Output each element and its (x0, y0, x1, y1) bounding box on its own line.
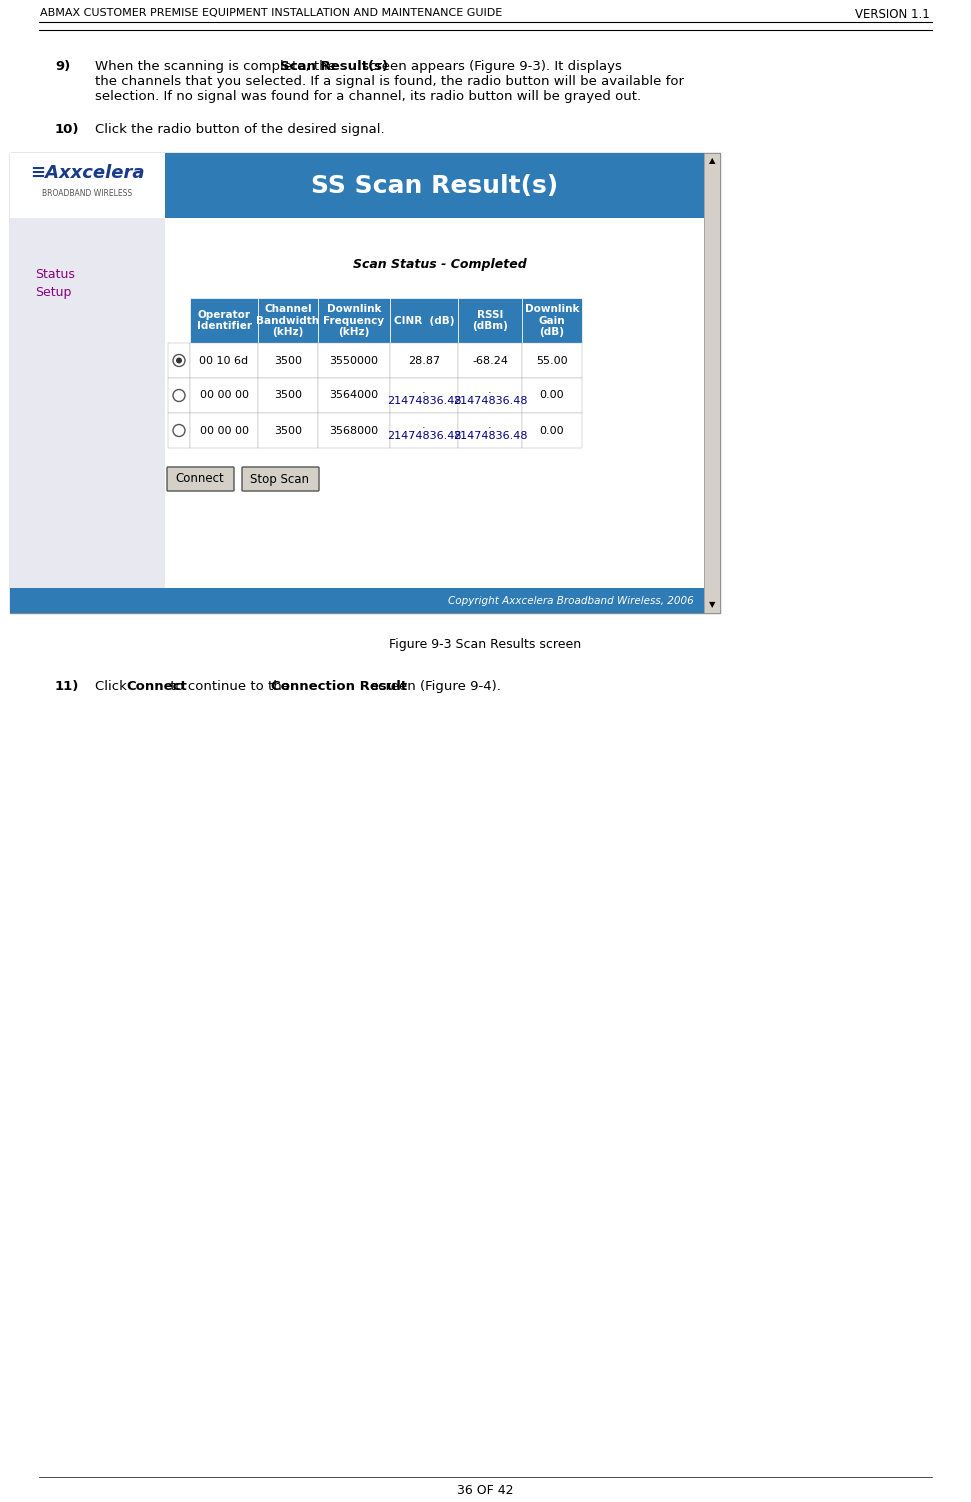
Text: VERSION 1.1: VERSION 1.1 (855, 8, 930, 21)
Bar (168, 413, 190, 448)
Text: Figure 9-3 Scan Results screen: Figure 9-3 Scan Results screen (389, 638, 582, 650)
Text: 00 00 00: 00 00 00 (199, 391, 249, 401)
Text: 00 00 00: 00 00 00 (199, 425, 249, 436)
Text: When the scanning is complete, the: When the scanning is complete, the (95, 60, 340, 74)
Text: .
21474836.48: . 21474836.48 (386, 385, 461, 406)
Circle shape (173, 354, 185, 366)
Text: 10): 10) (55, 123, 80, 137)
FancyBboxPatch shape (167, 467, 234, 491)
Text: 55.00: 55.00 (536, 356, 568, 365)
Text: Click: Click (95, 680, 131, 692)
Text: Scan Status - Completed: Scan Status - Completed (352, 258, 526, 270)
Text: -68.24: -68.24 (472, 356, 508, 365)
Bar (258, 297, 318, 342)
Text: ▼: ▼ (709, 601, 716, 610)
Text: 3564000: 3564000 (329, 391, 379, 401)
Text: 3568000: 3568000 (329, 425, 379, 436)
Text: SS Scan Result(s): SS Scan Result(s) (311, 174, 558, 197)
Text: ≡Axxcelera: ≡Axxcelera (30, 164, 145, 182)
Text: .
21474836.48: . 21474836.48 (386, 421, 461, 442)
Circle shape (176, 357, 182, 363)
Text: 3500: 3500 (274, 391, 302, 401)
Text: 00 10 6d: 00 10 6d (199, 356, 249, 365)
FancyBboxPatch shape (242, 467, 319, 491)
Text: ▲: ▲ (709, 156, 716, 165)
Bar (258, 379, 318, 413)
Bar (190, 297, 258, 342)
Text: selection. If no signal was found for a channel, its radio button will be grayed: selection. If no signal was found for a … (95, 90, 641, 104)
Text: Copyright Axxcelera Broadband Wireless, 2006: Copyright Axxcelera Broadband Wireless, … (449, 595, 694, 605)
Bar (458, 297, 522, 342)
Text: screen appears (Figure 9-3). It displays: screen appears (Figure 9-3). It displays (358, 60, 622, 74)
Text: BROADBAND WIRELESS: BROADBAND WIRELESS (43, 188, 133, 197)
Bar (318, 413, 390, 448)
Text: .
21474836.48: . 21474836.48 (452, 421, 527, 442)
Text: 36 OF 42: 36 OF 42 (457, 1484, 514, 1497)
Bar (168, 379, 190, 413)
Bar (10, 153, 720, 613)
Text: ABMAX CUSTOMER PREMISE EQUIPMENT INSTALLATION AND MAINTENANCE GUIDE: ABMAX CUSTOMER PREMISE EQUIPMENT INSTALL… (40, 8, 502, 18)
Text: the channels that you selected. If a signal is found, the radio button will be a: the channels that you selected. If a sig… (95, 75, 684, 89)
Text: Setup: Setup (35, 285, 72, 299)
Text: 3500: 3500 (274, 356, 302, 365)
Bar (704, 153, 720, 613)
Text: 11): 11) (55, 680, 80, 692)
Bar (522, 413, 582, 448)
Text: Scan Result(s): Scan Result(s) (280, 60, 388, 74)
Bar (458, 379, 522, 413)
Text: 9): 9) (55, 60, 70, 74)
Text: 3550000: 3550000 (329, 356, 379, 365)
Bar (168, 342, 190, 379)
Text: Channel
Bandwidth
(kHz): Channel Bandwidth (kHz) (256, 303, 319, 336)
Circle shape (173, 389, 185, 401)
Bar (190, 342, 258, 379)
Bar (522, 297, 582, 342)
Text: Status: Status (35, 267, 75, 281)
Bar (318, 379, 390, 413)
Bar (10, 153, 704, 218)
Text: Downlink
Gain
(dB): Downlink Gain (dB) (524, 303, 580, 336)
Text: Operator
Identifier: Operator Identifier (196, 309, 251, 332)
Text: 0.00: 0.00 (540, 391, 564, 401)
Bar (258, 413, 318, 448)
Bar (390, 413, 458, 448)
Text: Click the radio button of the desired signal.: Click the radio button of the desired si… (95, 123, 385, 137)
Text: screen (Figure 9-4).: screen (Figure 9-4). (367, 680, 501, 692)
Text: .
21474836.48: . 21474836.48 (452, 385, 527, 406)
Text: RSSI
(dBm): RSSI (dBm) (472, 309, 508, 332)
Bar (10, 218, 165, 613)
Bar (458, 413, 522, 448)
Bar (318, 342, 390, 379)
Bar (390, 379, 458, 413)
Text: 28.87: 28.87 (408, 356, 440, 365)
Bar (522, 342, 582, 379)
Bar (390, 342, 458, 379)
Bar (458, 342, 522, 379)
Text: Connection Result: Connection Result (272, 680, 408, 692)
Bar (258, 342, 318, 379)
Bar (190, 379, 258, 413)
Text: Connect: Connect (126, 680, 187, 692)
Text: 3500: 3500 (274, 425, 302, 436)
Text: Stop Scan: Stop Scan (251, 473, 310, 485)
Bar (190, 413, 258, 448)
Text: to continue to the: to continue to the (166, 680, 294, 692)
Bar (318, 297, 390, 342)
Bar (390, 297, 458, 342)
Text: 0.00: 0.00 (540, 425, 564, 436)
Bar (10, 587, 704, 613)
Text: Connect: Connect (176, 473, 224, 485)
Text: CINR  (dB): CINR (dB) (394, 315, 454, 326)
Bar (522, 379, 582, 413)
Text: Downlink
Frequency
(kHz): Downlink Frequency (kHz) (323, 303, 385, 336)
Bar (10, 153, 165, 218)
Circle shape (173, 425, 185, 437)
